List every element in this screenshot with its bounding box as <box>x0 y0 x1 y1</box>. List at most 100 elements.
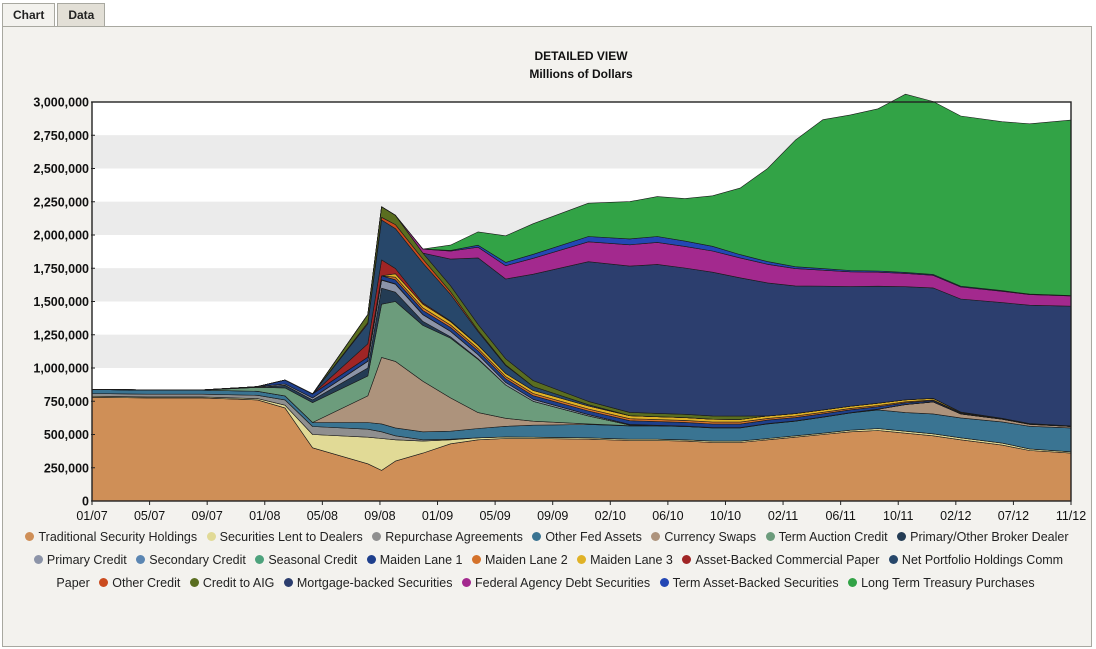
chart-title: DETAILED VIEW <box>534 49 628 63</box>
legend-item[interactable]: Other Credit <box>99 576 180 590</box>
legend-label: Long Term Treasury Purchases <box>861 576 1035 590</box>
x-tick-label: 05/08 <box>307 509 338 523</box>
x-tick-label: 10/11 <box>883 509 913 523</box>
y-tick-label: 500,000 <box>44 428 89 442</box>
legend-dot-icon <box>897 532 907 541</box>
y-tick-label: 250,000 <box>44 461 89 475</box>
legend-dot-icon <box>206 532 216 541</box>
x-tick-label: 09/09 <box>537 509 568 523</box>
legend-label: Maiden Lane 2 <box>484 553 568 567</box>
legend-item[interactable]: Primary/Other Broker Dealer <box>897 530 1069 544</box>
legend-label: Repurchase Agreements <box>385 530 523 544</box>
y-axis: 0 250,000 500,000 750,000 1,000,000 1,250,000… <box>33 96 95 509</box>
legend-dot-icon <box>888 555 898 564</box>
x-tick-label: 05/09 <box>479 509 510 523</box>
legend-dot-icon <box>532 532 542 541</box>
y-tick-label: 2,500,000 <box>33 162 89 176</box>
y-tick-label: 3,000,000 <box>33 96 89 110</box>
legend-label: Other Fed Assets <box>545 530 642 544</box>
legend: Traditional Security Holdings Securities… <box>14 526 1080 595</box>
legend-item[interactable]: Repurchase Agreements <box>372 530 523 544</box>
legend-dot-icon <box>682 555 692 564</box>
legend-label: Primary Credit <box>46 553 127 567</box>
y-tick-label: 1,500,000 <box>33 295 89 309</box>
x-tick-label: 06/10 <box>652 509 683 523</box>
legend-item[interactable]: Credit to AIG <box>189 576 275 590</box>
x-tick-label: 01/07 <box>76 509 107 523</box>
legend-item[interactable]: Securities Lent to Dealers <box>206 530 363 544</box>
legend-dot-icon <box>577 555 587 564</box>
x-tick-label: 09/08 <box>364 509 395 523</box>
tab-chart[interactable]: Chart <box>2 3 56 28</box>
y-tick-label: 1,000,000 <box>33 362 89 376</box>
y-tick-label: 2,000,000 <box>33 229 89 243</box>
legend-dot-icon <box>99 578 109 587</box>
legend-label: Term Auction Credit <box>778 530 888 544</box>
legend-item[interactable]: Currency Swaps <box>651 530 756 544</box>
legend-item[interactable]: Seasonal Credit <box>255 553 357 567</box>
x-tick-label: 01/09 <box>422 509 453 523</box>
legend-label: Primary/Other Broker Dealer <box>910 530 1069 544</box>
x-tick-label: 05/07 <box>134 509 165 523</box>
legend-item[interactable]: Maiden Lane 1 <box>366 553 463 567</box>
legend-dot-icon <box>462 578 471 587</box>
legend-dot-icon <box>659 578 669 587</box>
y-tick-label: 1,750,000 <box>33 262 89 276</box>
x-tick-label: 06/11 <box>825 509 855 523</box>
legend-item[interactable]: Secondary Credit <box>136 553 246 567</box>
y-tick-label: 2,250,000 <box>33 195 89 209</box>
tab-bar: Chart Data <box>2 3 107 28</box>
legend-label: Credit to AIG <box>202 576 275 590</box>
x-tick-label: 02/12 <box>940 509 971 523</box>
legend-item[interactable]: Term Asset-Backed Securities <box>659 576 839 590</box>
legend-label: Other Credit <box>112 576 181 590</box>
legend-dot-icon <box>651 532 661 541</box>
legend-label: Maiden Lane 1 <box>379 553 463 567</box>
x-tick-label: 02/10 <box>595 509 626 523</box>
legend-dot-icon <box>136 555 146 564</box>
legend-label: Mortgage-backed Securities <box>296 576 453 590</box>
legend-item[interactable]: Asset-Backed Commercial Paper <box>682 553 879 567</box>
legend-item[interactable]: Primary Credit <box>33 553 127 567</box>
legend-item[interactable]: Long Term Treasury Purchases <box>848 576 1035 590</box>
legend-dot-icon <box>848 578 858 587</box>
legend-dot-icon <box>471 555 481 564</box>
y-tick-label: 0 <box>82 495 89 509</box>
x-tick-label: 09/07 <box>192 509 223 523</box>
chart-subtitle: Millions of Dollars <box>529 67 633 81</box>
legend-dot-icon <box>189 578 199 587</box>
x-tick-label: 10/10 <box>710 509 741 523</box>
legend-dot-icon <box>33 555 43 564</box>
x-axis: 01/07 05/07 09/07 01/08 05/08 09/08 01/09 05/09… <box>76 501 1086 523</box>
y-tick-label: 2,750,000 <box>33 129 89 143</box>
legend-label: Securities Lent to Dealers <box>219 530 363 544</box>
y-tick-label: 750,000 <box>44 395 89 409</box>
legend-label: Currency Swaps <box>664 530 757 544</box>
legend-item[interactable]: Federal Agency Debt Securities <box>462 576 650 590</box>
legend-label: Seasonal Credit <box>268 553 358 567</box>
legend-item[interactable]: Other Fed Assets <box>532 530 642 544</box>
legend-label: Term Asset-Backed Securities <box>672 576 839 590</box>
legend-item[interactable]: Term Auction Credit <box>765 530 888 544</box>
legend-item[interactable]: Net Portfolio Holdings Comm Paper <box>56 553 1063 590</box>
legend-item[interactable]: Mortgage-backed Securities <box>283 576 453 590</box>
legend-dot-icon <box>372 532 382 541</box>
legend-label: Maiden Lane 3 <box>590 553 673 567</box>
legend-label: Net Portfolio Holdings Comm Paper <box>56 553 1064 590</box>
legend-label: Traditional Security Holdings <box>38 530 198 544</box>
legend-label: Federal Agency Debt Securities <box>475 576 651 590</box>
x-tick-label: 01/08 <box>249 509 280 523</box>
legend-item[interactable]: Maiden Lane 2 <box>471 553 568 567</box>
legend-dot-icon <box>25 532 35 541</box>
legend-dot-icon <box>283 578 293 587</box>
y-tick-label: 1,250,000 <box>33 328 89 342</box>
tab-data[interactable]: Data <box>57 3 106 26</box>
legend-dot-icon <box>366 555 376 564</box>
x-tick-label: 11/12 <box>1056 509 1086 523</box>
legend-item[interactable]: Traditional Security Holdings <box>25 530 197 544</box>
legend-item[interactable]: Maiden Lane 3 <box>577 553 673 567</box>
area-series <box>91 93 1072 502</box>
legend-label: Secondary Credit <box>149 553 246 567</box>
x-tick-label: 02/11 <box>768 509 798 523</box>
